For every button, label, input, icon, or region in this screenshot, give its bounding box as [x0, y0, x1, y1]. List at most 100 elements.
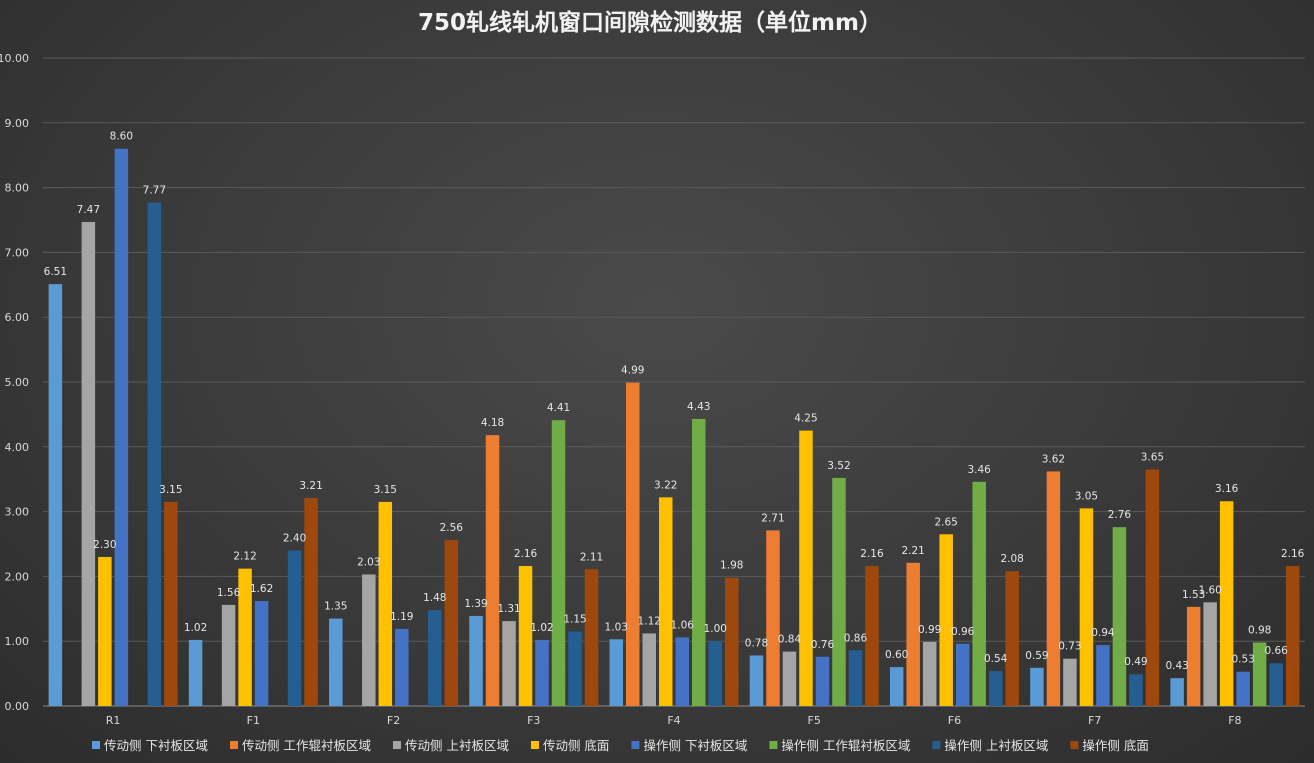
data-label: 0.76: [811, 639, 835, 651]
data-label: 0.98: [1248, 624, 1271, 636]
x-tick-label: F2: [387, 714, 400, 727]
bar: [428, 610, 442, 706]
data-label: 4.18: [481, 417, 504, 429]
data-label: 2.12: [233, 551, 256, 563]
legend-label: 操作侧 工作辊衬板区域: [781, 738, 910, 753]
legend-label: 传动侧 工作辊衬板区域: [242, 738, 371, 753]
bar: [1203, 602, 1217, 706]
data-label: 0.66: [1264, 645, 1288, 657]
bar: [1145, 469, 1160, 706]
x-tick-label: R1: [106, 714, 121, 727]
bar: [1236, 671, 1250, 706]
y-tick-label: 0.00: [5, 700, 30, 713]
data-label: 0.96: [951, 626, 975, 638]
bar: [1030, 667, 1044, 706]
bar: [485, 435, 500, 706]
bar: [568, 631, 582, 706]
data-label: 1.31: [497, 603, 520, 615]
legend-item[interactable]: 传动侧 上衬板区域: [392, 738, 509, 753]
data-label: 2.03: [357, 556, 380, 568]
bar: [1269, 663, 1283, 706]
bar: [832, 477, 846, 706]
data-label: 1.56: [217, 587, 241, 599]
y-tick-label: 2.00: [5, 570, 30, 583]
legend-item[interactable]: 传动侧 底面: [530, 738, 609, 753]
legend-item[interactable]: 操作侧 下衬板区域: [631, 738, 747, 753]
data-label: 0.43: [1165, 660, 1188, 672]
bar: [48, 284, 63, 706]
data-label: 1.48: [423, 592, 446, 604]
bar: [502, 621, 516, 706]
legend-item[interactable]: 操作侧 上衬板区域: [932, 738, 1048, 753]
bar: [81, 221, 96, 706]
bar: [692, 418, 706, 706]
bar: [1046, 471, 1061, 706]
bar: [815, 656, 830, 706]
x-tick-label: F4: [667, 714, 680, 727]
y-tick-label: 10.00: [0, 52, 29, 65]
bar: [972, 481, 986, 706]
data-label: 0.78: [745, 637, 768, 649]
legend[interactable]: 传动侧 下衬板区域 传动侧 工作辊衬板区域 传动侧 上衬板区域 传动侧 底面 操作侧 下…: [92, 738, 1149, 753]
bar: [906, 562, 920, 706]
bar: [444, 540, 459, 706]
x-axis-ticks: R1 F1 F2 F3 F4 F5 F6 F7 F8: [106, 714, 1242, 727]
bar: [395, 628, 409, 706]
bar: [782, 651, 797, 706]
bar: [1186, 606, 1201, 706]
bar: [254, 601, 269, 706]
data-label: 3.21: [299, 480, 322, 492]
chart-title: 750轧线轧机窗口间隙检测数据（单位mm）: [418, 9, 882, 36]
bar: [362, 574, 376, 706]
x-tick-label: F8: [1228, 714, 1241, 727]
data-label: 1.15: [563, 613, 586, 625]
y-tick-label: 6.00: [5, 311, 30, 324]
data-label: 2.76: [1108, 509, 1132, 521]
data-label: 3.15: [374, 484, 397, 496]
data-label: 0.60: [885, 649, 908, 661]
data-label: 1.12: [638, 615, 661, 627]
data-label: 1.00: [704, 623, 727, 635]
data-label: 0.94: [1091, 627, 1115, 639]
legend-label: 传动侧 底面: [543, 738, 609, 753]
y-axis-ticks: 0.00 1.00 2.00 3.00 4.00 5.00 6.00 7.00 8.00 9.00…: [0, 52, 29, 713]
data-label: 0.73: [1058, 641, 1081, 653]
bar: [584, 569, 599, 706]
legend-swatch: [530, 741, 539, 749]
bar: [238, 568, 252, 706]
data-label: 1.53: [1182, 589, 1205, 601]
legend-item[interactable]: 操作侧 底面: [1070, 738, 1149, 753]
legend-item[interactable]: 传动侧 下衬板区域: [92, 738, 208, 753]
bar: [98, 556, 112, 706]
y-tick-label: 3.00: [5, 506, 30, 519]
bar: [551, 420, 566, 706]
bar: [535, 639, 549, 706]
legend-label: 传动侧 下衬板区域: [104, 738, 208, 753]
legend-swatch: [932, 741, 941, 749]
legend-swatch: [392, 741, 401, 749]
data-label: 1.39: [464, 598, 487, 610]
bar: [147, 202, 162, 706]
bar: [1219, 501, 1234, 706]
legend-label: 操作侧 上衬板区域: [944, 738, 1048, 753]
bar: [164, 501, 178, 706]
bar: [1112, 527, 1127, 706]
data-label: 6.51: [44, 266, 67, 278]
y-tick-label: 7.00: [5, 246, 30, 259]
data-label: 1.19: [390, 611, 413, 623]
legend-item[interactable]: 操作侧 工作辊衬板区域: [769, 738, 910, 753]
data-label: 2.16: [860, 548, 884, 560]
bar: [1005, 571, 1019, 706]
data-label: 1.02: [184, 622, 207, 634]
bar: [378, 501, 393, 706]
data-label: 2.08: [1000, 553, 1023, 565]
bar: [518, 566, 533, 706]
bar: [889, 667, 904, 706]
bar: [848, 650, 863, 706]
legend-item[interactable]: 传动侧 工作辊衬板区域: [229, 738, 371, 753]
data-label: 3.62: [1042, 453, 1065, 465]
bar: [469, 615, 483, 706]
bar: [1170, 678, 1184, 706]
bar: [221, 604, 236, 706]
